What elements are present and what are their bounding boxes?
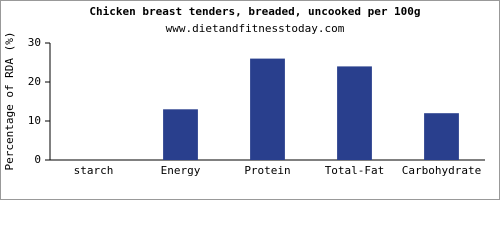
x-tick-label: Energy bbox=[161, 164, 201, 177]
chart: Chicken breast tenders, breaded, uncooke… bbox=[0, 0, 500, 200]
x-tick-label: Protein bbox=[244, 164, 290, 177]
x-tick-label: Carbohydrate bbox=[402, 164, 481, 177]
y-axis-label: Percentage of RDA (%) bbox=[3, 31, 16, 170]
bar bbox=[337, 66, 372, 160]
y-tick-label: 20 bbox=[28, 75, 41, 88]
y-tick-label: 30 bbox=[28, 36, 41, 49]
chart-title: Chicken breast tenders, breaded, uncooke… bbox=[89, 5, 420, 18]
bar bbox=[250, 58, 285, 160]
bar bbox=[163, 109, 198, 160]
x-tick-label: Total-Fat bbox=[325, 164, 385, 177]
y-tick-label: 10 bbox=[28, 114, 41, 127]
chart-subtitle: www.dietandfitnesstoday.com bbox=[166, 22, 345, 35]
page: {"chart_data": {"type": "bar", "title": … bbox=[0, 0, 500, 200]
bar bbox=[424, 113, 459, 160]
frame bbox=[0, 0, 500, 200]
y-tick-label: 0 bbox=[34, 153, 41, 166]
x-tick-label: starch bbox=[74, 164, 114, 177]
